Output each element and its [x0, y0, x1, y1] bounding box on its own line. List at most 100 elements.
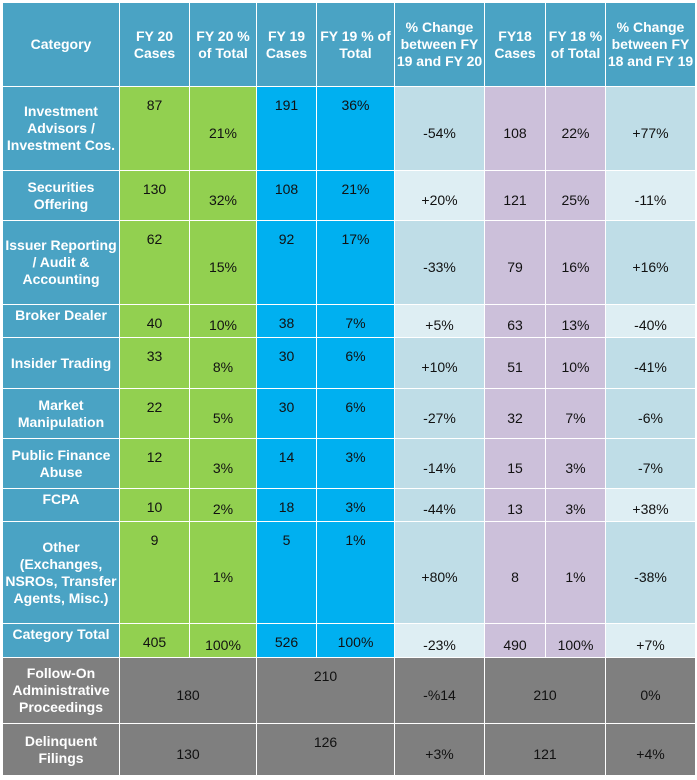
fy19-cases-cell: 38 — [256, 304, 317, 338]
row-category: FCPA — [2, 488, 120, 522]
row-category: Public Finance Abuse — [2, 438, 120, 489]
fy19-cases-cell: 18 — [256, 488, 317, 522]
fy18-cases-cell: 79 — [484, 220, 546, 305]
fy20-pct-cell: 15% — [189, 220, 257, 305]
fy18-pct-cell: 3% — [545, 488, 606, 522]
fy19-cases-cell: 5 — [256, 521, 317, 624]
summary-fy19-cell-value: 210 — [313, 668, 338, 684]
fy18-pct-cell-value: 100% — [557, 636, 594, 653]
row-category-value: Investment Advisors / Investment Cos. — [6, 103, 116, 153]
fy18-cases-cell-value: 51 — [507, 359, 523, 375]
change-19-20-cell: +10% — [394, 337, 485, 389]
fy19-pct-cell-value: 3% — [345, 449, 366, 465]
fy18-pct-cell: 7% — [545, 388, 606, 439]
summary-fy19-cell-value: 126 — [313, 734, 338, 750]
change-19-20-cell-value: +10% — [421, 359, 458, 375]
column-header: % Change between FY 19 and FY 20 — [394, 2, 485, 87]
fy20-cases-cell: 33 — [119, 337, 190, 389]
fy18-cases-cell-value: 63 — [507, 317, 523, 333]
summary-change-18-19-cell-value: 0% — [640, 686, 661, 703]
fy20-cases-cell-value: 62 — [146, 231, 163, 247]
summary-fy20-cell: 180 — [119, 657, 257, 724]
fy20-cases-cell-value: 12 — [146, 449, 163, 465]
summary-category: Follow-On Administrative Proceedings — [2, 657, 120, 724]
fy19-pct-cell: 100% — [316, 623, 395, 658]
fy18-pct-cell: 3% — [545, 438, 606, 489]
change-18-19-cell: -38% — [605, 521, 696, 624]
fy18-pct-cell-value: 3% — [565, 459, 586, 476]
summary-change-19-20-cell-value: -%14 — [423, 686, 456, 703]
row-category: Securities Offering — [2, 170, 120, 221]
fy19-pct-cell-value: 6% — [345, 348, 366, 364]
fy19-pct-cell: 1% — [316, 521, 395, 624]
summary-change-18-19-cell: 0% — [605, 657, 696, 724]
row-category: Insider Trading — [2, 337, 120, 389]
fy19-cases-cell: 108 — [256, 170, 317, 221]
table-row: Investment Advisors / Investment Cos. 87 2… — [2, 86, 696, 171]
fy18-pct-cell-value: 13% — [561, 317, 590, 333]
fy20-pct-cell: 100% — [189, 623, 257, 658]
fy20-cases-cell-value: 10 — [146, 499, 163, 515]
fy18-cases-cell: 51 — [484, 337, 546, 389]
fy20-cases-cell-value: 22 — [146, 399, 163, 415]
change-19-20-cell: +20% — [394, 170, 485, 221]
change-19-20-cell: +80% — [394, 521, 485, 624]
fy18-cases-cell: 15 — [484, 438, 546, 489]
row-category-value: Securities Offering — [27, 178, 95, 212]
fy19-pct-cell-value: 100% — [337, 634, 374, 650]
fy20-cases-cell-value: 405 — [142, 634, 167, 650]
change-18-19-cell-value: -40% — [634, 317, 667, 333]
fy19-cases-cell: 30 — [256, 337, 317, 389]
fy18-pct-cell: 1% — [545, 521, 606, 624]
fy19-pct-cell-value: 3% — [345, 499, 366, 515]
change-18-19-cell: +38% — [605, 488, 696, 522]
summary-fy18-cell: 121 — [484, 723, 606, 776]
change-19-20-cell: +5% — [394, 304, 485, 338]
fy18-pct-cell-value: 10% — [561, 359, 590, 375]
change-18-19-cell: +77% — [605, 86, 696, 171]
change-19-20-cell: -27% — [394, 388, 485, 439]
fy18-cases-cell: 108 — [484, 86, 546, 171]
fy20-cases-cell: 22 — [119, 388, 190, 439]
fy20-pct-cell-value: 1% — [212, 568, 234, 585]
change-18-19-cell-value: +38% — [632, 501, 669, 517]
change-18-19-cell-value: -7% — [638, 459, 663, 476]
summary-change-18-19-cell: +4% — [605, 723, 696, 776]
change-18-19-cell-value: -38% — [634, 568, 667, 585]
fy20-pct-cell: 8% — [189, 337, 257, 389]
fy20-pct-cell: 1% — [189, 521, 257, 624]
fy20-cases-cell: 9 — [119, 521, 190, 624]
fy18-cases-cell: 490 — [484, 623, 546, 658]
fy19-cases-cell-value: 92 — [278, 231, 295, 247]
fy18-cases-cell: 32 — [484, 388, 546, 439]
table-row: Public Finance Abuse 12 3% 14 3% -14% 15 3% -7% — [2, 438, 696, 489]
fy18-cases-cell-value: 15 — [507, 459, 523, 476]
row-category-value: Issuer Reporting / Audit & Accounting — [5, 237, 117, 287]
fy20-pct-cell-value: 3% — [212, 459, 234, 476]
fy18-pct-cell-value: 22% — [561, 124, 590, 141]
fy19-pct-cell-value: 6% — [345, 399, 366, 415]
summary-category-value: Follow-On Administrative Proceedings — [12, 665, 110, 715]
column-header: FY 19 Cases — [256, 2, 317, 87]
summary-fy18-cell-value: 210 — [533, 686, 557, 703]
fy20-cases-cell: 10 — [119, 488, 190, 522]
table-row: Insider Trading 33 8% 30 6% +10% 51 10% -41% — [2, 337, 696, 389]
change-19-20-cell-value: -54% — [423, 124, 456, 141]
change-19-20-cell: -44% — [394, 488, 485, 522]
fy19-cases-cell-value: 30 — [278, 348, 295, 364]
table-row: Issuer Reporting / Audit & Accounting 62 1… — [2, 220, 696, 305]
fy19-pct-cell: 7% — [316, 304, 395, 338]
summary-fy20-cell-value: 180 — [176, 686, 200, 703]
fy19-pct-cell-value: 17% — [341, 231, 370, 247]
fy20-pct-cell-value: 32% — [208, 191, 238, 208]
fy18-cases-cell: 13 — [484, 488, 546, 522]
fy19-cases-cell: 30 — [256, 388, 317, 439]
change-18-19-cell-value: +7% — [636, 636, 665, 653]
change-19-20-cell-value: +5% — [425, 317, 454, 333]
fy19-cases-cell: 14 — [256, 438, 317, 489]
fy19-pct-cell: 36% — [316, 86, 395, 171]
fy18-pct-cell-value: 1% — [565, 568, 586, 585]
fy19-pct-cell: 3% — [316, 488, 395, 522]
fy18-pct-cell-value: 7% — [565, 409, 586, 426]
